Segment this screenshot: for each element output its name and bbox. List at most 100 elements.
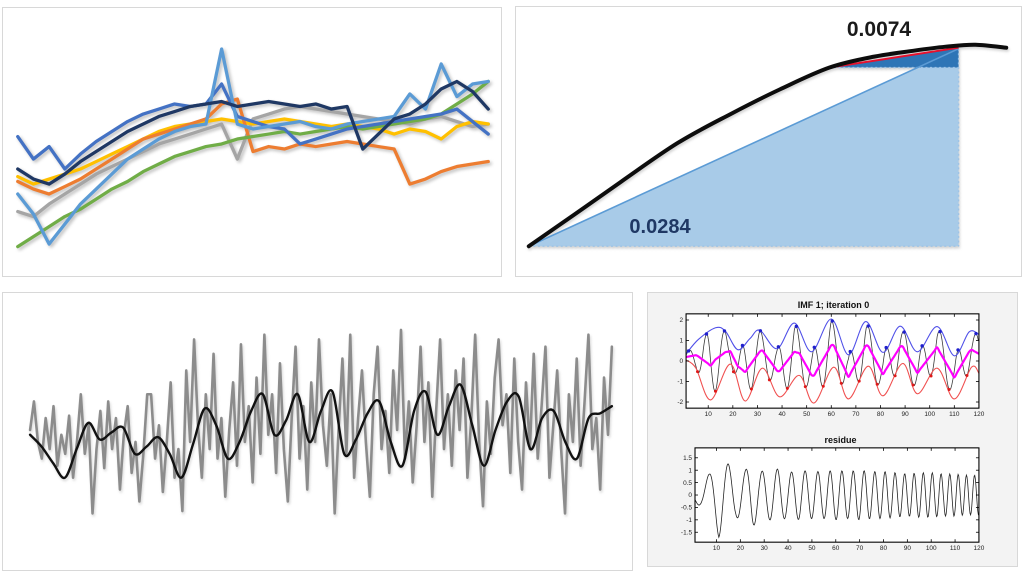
maxima-marker (758, 329, 763, 333)
minima-marker (803, 385, 807, 389)
x-tick-label: 40 (784, 545, 792, 552)
secant-line (829, 46, 959, 69)
x-tick-label: 80 (880, 545, 888, 552)
panel-emd-figure: 10 20 30 40 50 60 70 80 90 100 110 120 2 1 0 -1 -2 10 20 30… (647, 292, 1018, 567)
y-tick-label: 1 (680, 338, 684, 345)
residue-plot-title: residue (824, 435, 857, 445)
maxima-marker (938, 329, 942, 334)
signal-smoothed (28, 383, 614, 480)
line-gold (16, 117, 490, 186)
noisy-signal-chart (28, 328, 614, 515)
upper-envelope (686, 318, 979, 357)
minima-marker (767, 378, 771, 382)
maxima-marker (920, 344, 924, 348)
x-tick-label: 100 (926, 545, 937, 552)
maxima-marker (686, 349, 691, 353)
multi-series-line-chart (16, 47, 490, 249)
maxima-marker (776, 345, 781, 349)
axes-background (695, 447, 979, 543)
panel-secant-diagram: 0.0074 0.0284 (515, 6, 1022, 277)
plot-area (695, 463, 979, 539)
minima-marker (929, 374, 933, 378)
tangent-slope-label: 0.0074 (846, 18, 912, 41)
x-tick-label: 60 (832, 545, 840, 552)
x-tick-label: 20 (729, 411, 737, 418)
x-tick-label: 30 (754, 411, 762, 418)
minima-marker (785, 386, 789, 390)
minima-marker (911, 383, 915, 387)
mean-envelope (686, 343, 979, 379)
x-tick-label: 10 (713, 545, 721, 552)
y-tick-label: 0 (688, 492, 692, 499)
y-tick-label: -2 (677, 399, 683, 406)
hypotenuse-line (528, 47, 959, 247)
concave-curve (526, 42, 1009, 249)
minima-marker (857, 379, 861, 383)
maxima-marker (722, 329, 727, 333)
minima-marker (731, 370, 735, 374)
concavity-secant-diagram (526, 42, 1009, 249)
y-tick-label: -0.5 (681, 505, 693, 512)
maxima-marker (848, 349, 852, 354)
maxima-marker (830, 319, 834, 323)
y-tick-label: -1.5 (681, 529, 693, 536)
line-navy (16, 79, 490, 186)
line-blue (16, 82, 490, 171)
x-tick-label: 40 (778, 411, 786, 418)
minima-marker (893, 374, 897, 378)
x-tick-label: 10 (705, 411, 713, 418)
x-tick-label: 90 (904, 545, 912, 552)
maxima-marker (866, 324, 870, 328)
minima-marker (696, 370, 700, 374)
maxima-marker (794, 324, 799, 329)
x-tick-label: 70 (852, 411, 860, 418)
minima-marker (965, 374, 969, 378)
y-tick-label: 0 (680, 358, 684, 365)
x-tick-label: 20 (737, 545, 745, 552)
y-tick-label: 1 (688, 467, 692, 474)
x-tick-label: 50 (803, 411, 811, 418)
x-tick-label: 90 (902, 411, 910, 418)
line-orange (16, 97, 490, 196)
x-tick-label: 100 (924, 411, 935, 418)
signal-noisy-raw (28, 328, 614, 515)
x-tick-label: 30 (761, 545, 769, 552)
y-tick-label: 1.5 (683, 455, 692, 462)
minima-marker (947, 387, 951, 391)
maxima-marker (740, 343, 745, 348)
imf-plot-title: IMF 1; iteration 0 (797, 300, 870, 310)
x-tick-label: 50 (808, 545, 816, 552)
lower-envelope (686, 359, 979, 404)
x-tick-label: 70 (856, 545, 864, 552)
residue-signal (695, 463, 979, 539)
maxima-marker (974, 331, 978, 336)
maxima-marker (884, 345, 888, 350)
y-tick-label: 2 (680, 317, 684, 324)
secant-slope-label: 0.0284 (629, 216, 691, 238)
line-green (16, 79, 490, 249)
y-tick-label: -1 (686, 517, 692, 524)
maxima-marker (704, 332, 709, 336)
minima-marker (713, 389, 717, 393)
x-tick-label: 60 (828, 411, 836, 418)
line-light-blue (16, 47, 490, 246)
panel-noisy-signal-chart (2, 292, 633, 571)
x-tick-label: 80 (877, 411, 885, 418)
minima-marker (875, 382, 879, 386)
x-tick-label: 110 (950, 545, 961, 552)
plot-area (686, 318, 979, 404)
minima-marker (821, 384, 825, 388)
maxima-marker (812, 345, 816, 349)
x-tick-label: 120 (974, 411, 985, 418)
x-tick-label: 120 (974, 545, 985, 552)
x-tick-label: 110 (949, 411, 960, 418)
minima-marker (749, 387, 753, 391)
maxima-marker (902, 330, 906, 334)
maxima-marker (956, 348, 960, 352)
y-tick-label: 0.5 (683, 480, 692, 487)
minima-marker (839, 381, 843, 385)
y-tick-label: -1 (677, 379, 683, 386)
panel-multi-series-chart (2, 7, 502, 277)
